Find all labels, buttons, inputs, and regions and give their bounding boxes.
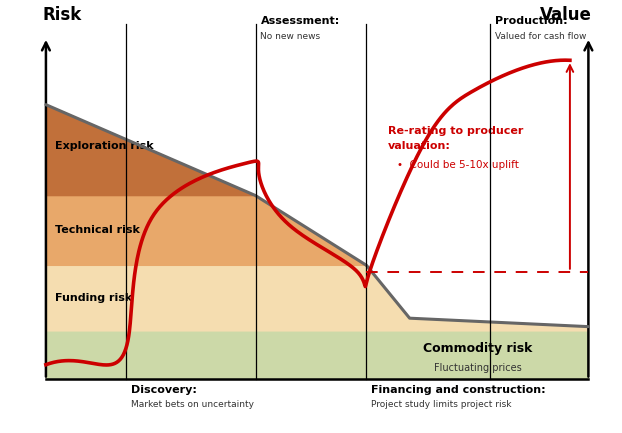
Text: Financing and construction:: Financing and construction: — [371, 385, 546, 394]
Text: Risk: Risk — [43, 6, 82, 24]
Polygon shape — [46, 196, 588, 326]
Text: Production:: Production: — [494, 16, 567, 26]
Text: Value: Value — [540, 6, 592, 24]
Polygon shape — [46, 265, 588, 331]
Text: Valued for cash flow: Valued for cash flow — [494, 32, 586, 41]
Text: valuation:: valuation: — [388, 141, 451, 151]
Text: Re-rating to producer: Re-rating to producer — [388, 126, 524, 136]
Text: Market bets on uncertainty: Market bets on uncertainty — [131, 400, 254, 409]
Polygon shape — [46, 105, 253, 196]
Text: Project study limits project risk: Project study limits project risk — [371, 400, 512, 409]
Text: Exploration risk: Exploration risk — [55, 141, 154, 151]
Text: Fluctuating prices: Fluctuating prices — [434, 363, 521, 373]
Text: •  Could be 5-10x uplift: • Could be 5-10x uplift — [397, 160, 519, 170]
Text: Commodity risk: Commodity risk — [423, 343, 532, 355]
Text: Technical risk: Technical risk — [55, 226, 140, 236]
Text: Funding risk: Funding risk — [55, 293, 132, 303]
Text: No new news: No new news — [261, 32, 320, 41]
Text: Discovery:: Discovery: — [131, 385, 197, 394]
Text: Assessment:: Assessment: — [261, 16, 340, 26]
